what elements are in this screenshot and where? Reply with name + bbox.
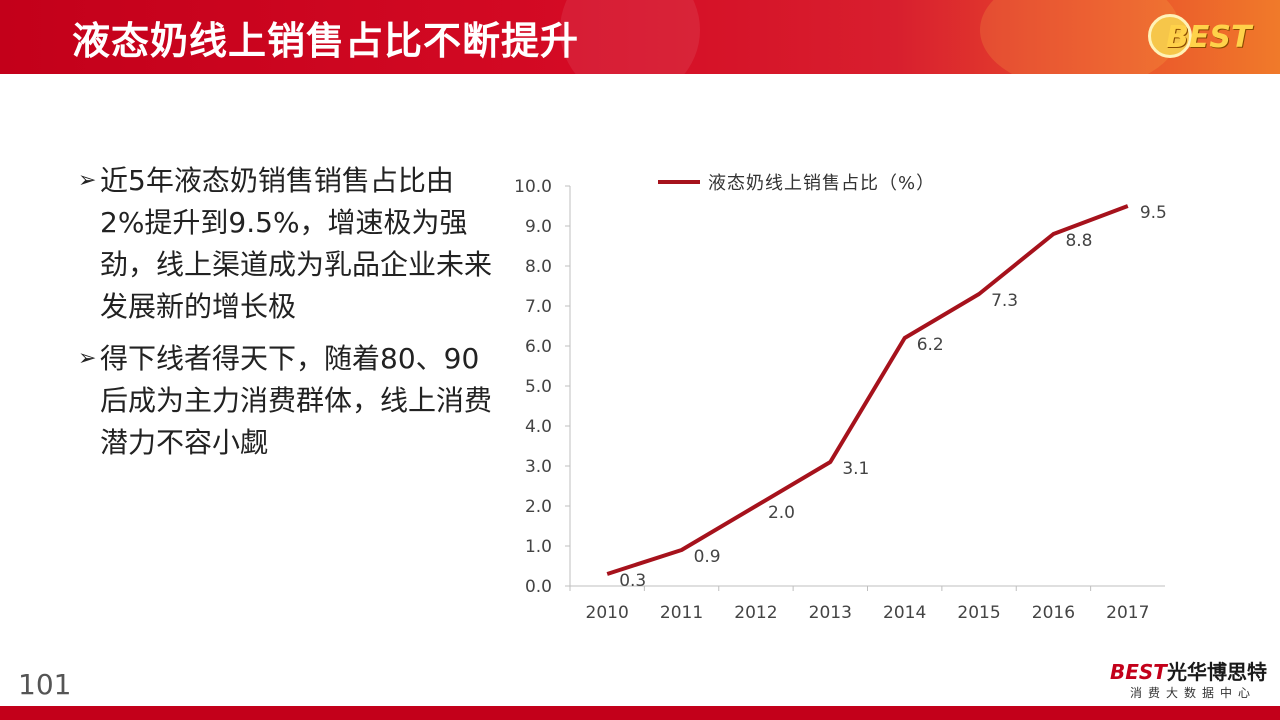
y-tick-label: 9.0 (525, 217, 552, 237)
footer-brand-best: BEST (1110, 660, 1167, 684)
y-tick-label: 4.0 (525, 417, 552, 437)
y-tick-label: 7.0 (525, 297, 552, 317)
x-tick-label: 2013 (809, 603, 852, 623)
footer-logo: BEST光华博思特 消费大数据中心 (1110, 656, 1270, 706)
chart-legend: 液态奶线上销售占比（%） (658, 173, 935, 194)
arrow-bullet-icon: ➢ (78, 346, 97, 371)
y-tick-label: 1.0 (525, 537, 552, 557)
y-tick-label: 0.0 (525, 577, 552, 597)
y-tick-label: 5.0 (525, 377, 552, 397)
bullet-list: ➢ 近5年液态奶销售销售占比由2%提升到9.5%，增速极为强劲，线上渠道成为乳品… (78, 160, 498, 474)
logo-circle-icon (1148, 14, 1192, 58)
page-title: 液态奶线上销售占比不断提升 (72, 19, 580, 63)
legend-label: 液态奶线上销售占比（%） (708, 173, 935, 194)
header-decoration (980, 0, 1180, 74)
line-chart: 0.0 1.0 2.0 3.0 4.0 5.0 6.0 7.0 8.0 9.0 10.0 2010 2… (514, 173, 1167, 623)
x-tick-label: 2010 (586, 603, 629, 623)
header-decoration (560, 0, 700, 74)
series-line (606, 204, 1129, 576)
footer-brand: BEST光华博思特 (1110, 656, 1267, 685)
footer-subtitle: 消费大数据中心 (1130, 686, 1257, 700)
data-label: 7.3 (991, 291, 1018, 311)
x-tick-label: 2016 (1032, 603, 1075, 623)
logo-text: BEST (1166, 20, 1252, 55)
data-label: 6.2 (917, 335, 944, 355)
x-tick-label: 2015 (957, 603, 1000, 623)
y-tick-label: 6.0 (525, 337, 552, 357)
best-logo: BEST (1148, 8, 1268, 64)
bullet-item: ➢ 近5年液态奶销售销售占比由2%提升到9.5%，增速极为强劲，线上渠道成为乳品… (78, 160, 498, 328)
data-label: 3.1 (842, 459, 869, 479)
footer-brand-name: 光华博思特 (1166, 660, 1267, 684)
y-tick-label: 3.0 (525, 457, 552, 477)
footer-bar (0, 706, 1280, 720)
y-tick-label: 10.0 (514, 177, 552, 197)
arrow-bullet-icon: ➢ (78, 168, 97, 193)
bullet-text: 得下线者得天下，随着80、90后成为主力消费群体，线上消费潜力不容小觑 (100, 342, 493, 459)
data-label: 0.9 (694, 547, 721, 567)
x-tick-label: 2017 (1106, 603, 1149, 623)
x-tick-label: 2011 (660, 603, 703, 623)
data-label: 9.5 (1140, 203, 1167, 223)
data-label: 2.0 (768, 503, 795, 523)
header-banner: 液态奶线上销售占比不断提升 BEST (0, 0, 1280, 74)
page-number: 101 (18, 668, 72, 701)
bullet-text: 近5年液态奶销售销售占比由2%提升到9.5%，增速极为强劲，线上渠道成为乳品企业… (100, 164, 493, 323)
data-label: 0.3 (619, 571, 646, 591)
y-tick-label: 2.0 (525, 497, 552, 517)
x-tick-label: 2014 (883, 603, 926, 623)
y-tick-label: 8.0 (525, 257, 552, 277)
bullet-item: ➢ 得下线者得天下，随着80、90后成为主力消费群体，线上消费潜力不容小觑 (78, 338, 498, 464)
data-label: 8.8 (1065, 231, 1092, 251)
x-tick-label: 2012 (734, 603, 777, 623)
